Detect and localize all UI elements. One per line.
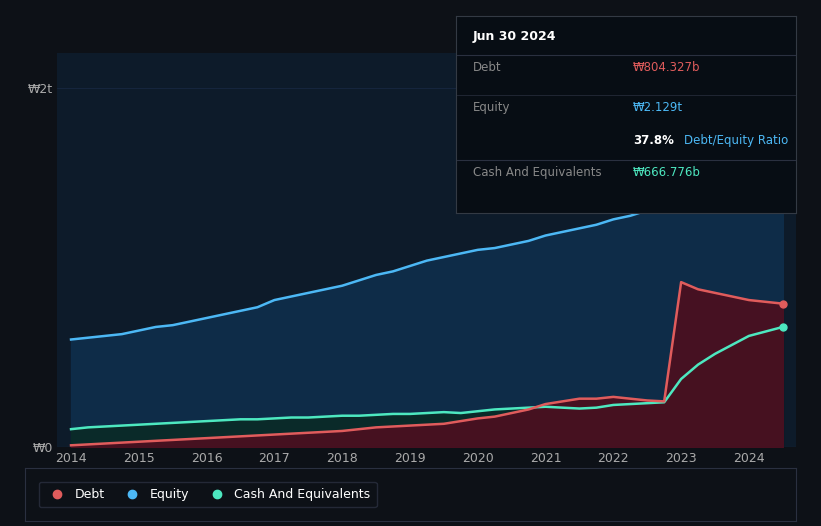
Text: Equity: Equity — [473, 100, 510, 114]
Text: ₩2.129t: ₩2.129t — [633, 100, 683, 114]
Legend: Debt, Equity, Cash And Equivalents: Debt, Equity, Cash And Equivalents — [39, 482, 377, 507]
Text: Debt/Equity Ratio: Debt/Equity Ratio — [684, 134, 788, 147]
Text: ₩666.776b: ₩666.776b — [633, 166, 700, 179]
Text: 37.8%: 37.8% — [633, 134, 674, 147]
Text: Debt: Debt — [473, 61, 502, 74]
Text: ₩804.327b: ₩804.327b — [633, 61, 700, 74]
Text: Cash And Equivalents: Cash And Equivalents — [473, 166, 601, 179]
Text: Jun 30 2024: Jun 30 2024 — [473, 29, 556, 43]
